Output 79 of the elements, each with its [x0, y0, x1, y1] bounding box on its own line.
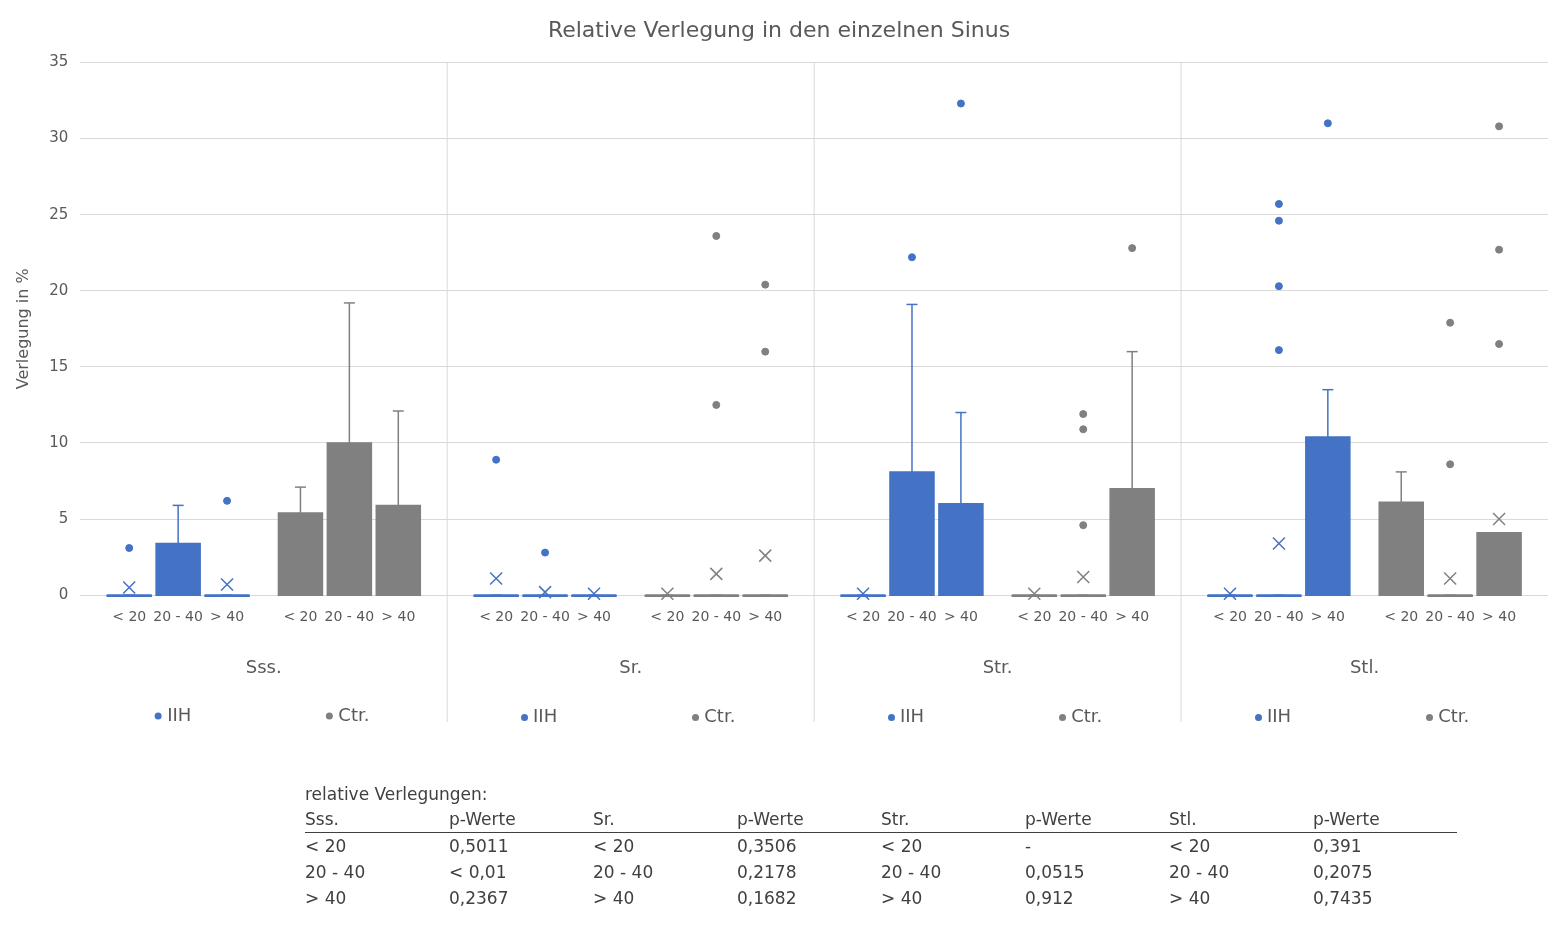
- text: IIH: [533, 705, 558, 726]
- chart-title: Relative Verlegung in den einzelnen Sinus: [547, 16, 1011, 42]
- text: p-Werte: [449, 806, 593, 833]
- text: Str.: [881, 806, 1025, 833]
- x-tick-label: < 20: [1213, 608, 1247, 625]
- x-tick-label: > 40: [1482, 608, 1517, 625]
- x-tick-label: 20 - 40: [887, 608, 937, 625]
- y-tick-label: 0: [58, 585, 69, 604]
- text: Stl.: [1169, 806, 1313, 833]
- x-tick-label: > 40: [576, 608, 611, 625]
- text: 0,2367: [449, 887, 510, 910]
- text: Sr.: [619, 655, 643, 677]
- x-tick-label: < 20: [283, 608, 318, 625]
- text: Ctr.: [1438, 705, 1470, 726]
- x-tick-label: 20 - 40: [153, 608, 203, 625]
- text: p-Werte: [737, 806, 881, 833]
- text: p-Werte: [1025, 806, 1169, 833]
- y-axis-title: Verlegung in %: [12, 268, 32, 390]
- x-tick-label: < 20: [112, 608, 147, 625]
- text: p-Werte: [1313, 806, 1457, 833]
- text: < 0,01: [449, 861, 508, 884]
- legend-label: IIH: [167, 703, 192, 725]
- x-tick-label: 20 - 40: [1425, 608, 1475, 625]
- x-tick-label: < 20: [479, 608, 514, 625]
- legend-label: Ctr.: [338, 703, 370, 725]
- text: 0,1682: [737, 887, 798, 910]
- text: > 40: [1169, 887, 1212, 910]
- text: < 20: [305, 835, 348, 858]
- x-tick-label: 20 - 40: [324, 608, 375, 625]
- text: 20 - 40: [593, 861, 655, 884]
- text: 0,3506: [737, 835, 798, 858]
- text: Stl.: [1349, 655, 1380, 677]
- text: < 20: [593, 835, 636, 858]
- text: 0,0515: [1025, 861, 1086, 884]
- x-tick-label: < 20: [1017, 608, 1052, 625]
- x-tick-label: > 40: [381, 608, 416, 625]
- text: Str.: [982, 655, 1013, 677]
- x-tick-label: < 20: [650, 608, 685, 625]
- x-tick-label: > 40: [1115, 608, 1150, 625]
- text: IIH: [899, 705, 925, 726]
- y-tick-label: 35: [49, 52, 69, 71]
- x-tick-label: > 40: [748, 608, 783, 625]
- text: < 20: [881, 835, 924, 858]
- y-tick-label: 25: [49, 204, 69, 223]
- x-tick-label: 20 - 40: [691, 608, 742, 625]
- x-tick-label: > 40: [1310, 608, 1345, 625]
- text: 20 - 40: [305, 861, 367, 884]
- x-tick-label: 20 - 40: [1254, 608, 1304, 625]
- text: 0,2178: [737, 861, 798, 884]
- text: 0,2075: [1313, 861, 1374, 884]
- text: Sr.: [593, 806, 737, 833]
- text: relative Verlegungen:: [305, 784, 489, 804]
- text: 0,7435: [1313, 887, 1374, 910]
- x-tick-label: < 20: [846, 608, 881, 625]
- text: Sss.: [245, 655, 282, 677]
- x-tick-label: < 20: [1384, 608, 1419, 625]
- y-tick-label: 5: [58, 508, 69, 527]
- x-tick-label: 20 - 40: [1058, 608, 1109, 625]
- y-tick-label: 30: [49, 128, 69, 147]
- y-tick-label: 10: [49, 432, 69, 451]
- text: 0,912: [1025, 887, 1075, 910]
- y-tick-label: 15: [49, 356, 69, 375]
- text: 20 - 40: [1169, 861, 1231, 884]
- text: > 40: [305, 887, 348, 910]
- y-tick-label: 20: [49, 280, 69, 299]
- text: 20 - 40: [881, 861, 943, 884]
- x-tick-label: > 40: [943, 608, 978, 625]
- text: > 40: [593, 887, 636, 910]
- text: Ctr.: [704, 705, 736, 726]
- text: Ctr.: [1071, 705, 1103, 726]
- x-tick-label: 20 - 40: [520, 608, 570, 625]
- text: Sss.: [305, 806, 449, 833]
- x-tick-label: > 40: [210, 608, 245, 625]
- text: 0,5011: [449, 835, 510, 858]
- text: -: [1025, 835, 1033, 858]
- text: < 20: [1169, 835, 1212, 858]
- text: > 40: [881, 887, 924, 910]
- text: IIH: [1266, 705, 1292, 726]
- text: 0,391: [1313, 835, 1363, 858]
